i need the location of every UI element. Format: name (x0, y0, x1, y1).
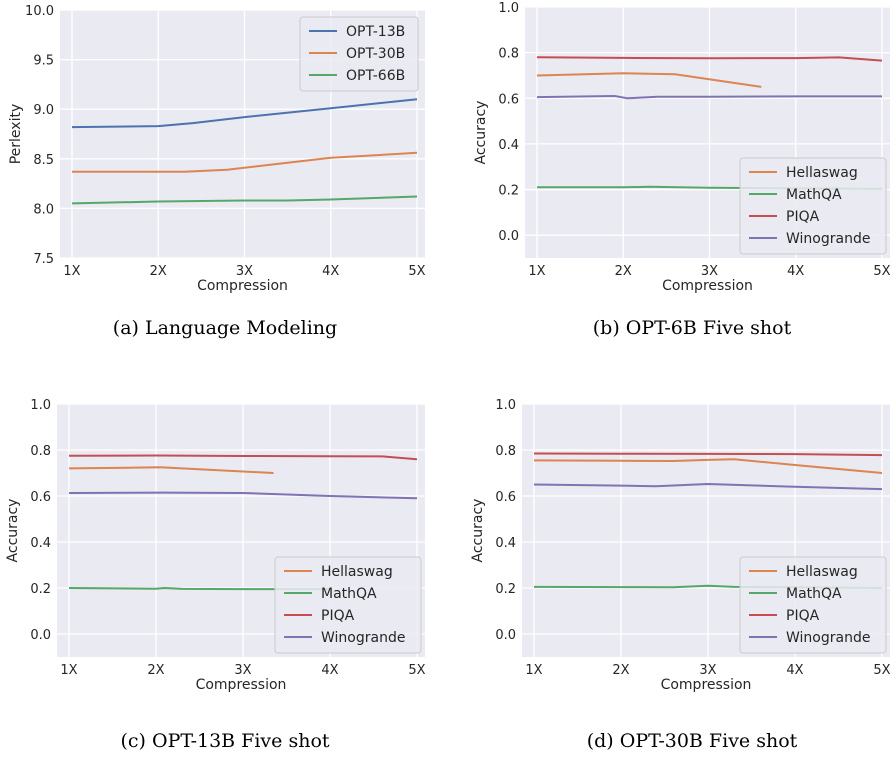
x-axis-label: Compression (662, 278, 753, 294)
y-tick-label: 1.0 (498, 1, 519, 16)
legend-box (299, 16, 419, 92)
legend-label: MathQA (786, 586, 842, 602)
y-tick-label: 9.0 (33, 103, 54, 118)
y-tick-label: 0.8 (30, 444, 51, 459)
y-tick-label: 0.2 (498, 184, 519, 199)
y-tick-label: 0.2 (495, 582, 516, 597)
y-tick-label: 0.8 (495, 444, 516, 459)
y-tick-label: 10.0 (25, 4, 54, 19)
y-tick-label: 0.6 (495, 490, 516, 505)
legend-label: PIQA (786, 209, 820, 225)
chart-panel-1: 1X 2X 3X 4X 5X 7.5 8.0 8.5 9.0 9.5 10.0 Compression… (8, 4, 426, 339)
x-tick-label: 4X (787, 264, 804, 279)
legend-label: Hellaswag (786, 165, 858, 181)
series-line-piqa (533, 452, 883, 457)
legend-label: OPT-66B (346, 68, 405, 84)
series-line-winogrande (536, 95, 882, 100)
subfigure-caption: (a) Language Modeling (113, 317, 337, 339)
y-tick-label: 0.6 (498, 92, 519, 107)
x-axis-label: Compression (196, 677, 287, 693)
x-axis-label: Compression (661, 677, 752, 693)
series-line-piqa (536, 56, 883, 62)
legend-label: PIQA (786, 608, 820, 624)
subfigure-caption: (d) OPT-30B Five shot (587, 730, 798, 752)
legend-label: MathQA (786, 187, 842, 203)
x-tick-label: 3X (234, 663, 251, 678)
x-tick-label: 1X (63, 264, 80, 279)
x-tick-label: 2X (615, 264, 632, 279)
legend-box (739, 157, 887, 255)
legend-label: PIQA (321, 608, 355, 624)
y-axis-label: Accuracy (5, 499, 21, 563)
x-tick-label: 2X (147, 663, 164, 678)
legend-label: MathQA (321, 586, 377, 602)
legend-label: Hellaswag (321, 564, 393, 580)
y-axis-label: Perlexity (8, 104, 24, 165)
y-tick-label: 0.2 (30, 582, 51, 597)
x-tick-label: 5X (408, 663, 425, 678)
y-tick-label: 8.5 (33, 153, 54, 168)
x-tick-label: 4X (322, 264, 339, 279)
x-tick-label: 1X (528, 264, 545, 279)
subfigure-caption: (c) OPT-13B Five shot (120, 730, 329, 752)
x-tick-label: 2X (150, 264, 167, 279)
series-line-piqa (68, 454, 418, 461)
series-line-hellaswag (536, 72, 762, 88)
y-tick-label: 1.0 (30, 398, 51, 413)
y-tick-label: 8.0 (33, 202, 54, 217)
legend: Hellaswag MathQA PIQA Winogrande (274, 556, 422, 654)
x-axis-label: Compression (197, 278, 288, 294)
series-line-hellaswag (533, 458, 883, 474)
x-tick-label: 5X (408, 264, 425, 279)
legend: OPT-13B OPT-30B OPT-66B (299, 16, 419, 92)
series-line-winogrande (533, 483, 883, 491)
legend-label: Hellaswag (786, 564, 858, 580)
legend-label: Winogrande (321, 630, 405, 646)
series-line-mathqa (68, 587, 330, 591)
series-line-hellaswag (68, 466, 274, 474)
y-axis-label: Accuracy (470, 499, 486, 563)
series-line-opt-30b (72, 151, 418, 173)
chart-panel-3: 1X 2X 3X 4X 5X 0.0 0.2 0.4 0.6 0.8 1.0 Compression A… (5, 398, 426, 752)
y-tick-label: 7.5 (33, 252, 54, 267)
y-tick-label: 0.0 (495, 628, 516, 643)
y-tick-label: 0.0 (30, 628, 51, 643)
legend-box (739, 556, 887, 654)
legend-label: Winogrande (786, 231, 870, 247)
subfigure-caption: (b) OPT-6B Five shot (593, 317, 792, 339)
x-tick-label: 5X (873, 663, 890, 678)
y-tick-label: 0.8 (498, 47, 519, 62)
series-line-opt-13b (71, 98, 418, 129)
legend-label: OPT-30B (346, 46, 405, 62)
legend-label: OPT-13B (346, 24, 405, 40)
x-tick-label: 1X (525, 663, 542, 678)
y-tick-label: 0.4 (30, 536, 51, 551)
legend: Hellaswag MathQA PIQA Winogrande (739, 157, 887, 255)
x-tick-label: 3X (699, 663, 716, 678)
y-tick-label: 0.6 (30, 490, 51, 505)
legend: Hellaswag MathQA PIQA Winogrande (739, 556, 887, 654)
y-tick-label: 0.4 (498, 138, 519, 153)
y-tick-label: 9.5 (33, 54, 54, 69)
x-tick-label: 3X (236, 264, 253, 279)
x-tick-label: 2X (612, 663, 629, 678)
y-tick-label: 0.0 (498, 229, 519, 244)
x-tick-label: 1X (60, 663, 77, 678)
series-line-opt-66b (71, 195, 418, 205)
x-tick-label: 3X (701, 264, 718, 279)
x-tick-label: 5X (873, 264, 890, 279)
x-tick-label: 4X (321, 663, 338, 678)
x-tick-label: 4X (786, 663, 803, 678)
legend-box (274, 556, 422, 654)
chart-panel-4: 1X 2X 3X 4X 5X 0.0 0.2 0.4 0.6 0.8 1.0 Compression A… (470, 398, 891, 752)
y-tick-label: 0.4 (495, 536, 516, 551)
legend-label: Winogrande (786, 630, 870, 646)
y-tick-label: 1.0 (495, 398, 516, 413)
chart-panel-2: 1X 2X 3X 4X 5X 0.0 0.2 0.4 0.6 0.8 1.0 Compression A… (473, 1, 891, 339)
series-line-winogrande (68, 491, 418, 500)
y-axis-label: Accuracy (473, 101, 489, 165)
